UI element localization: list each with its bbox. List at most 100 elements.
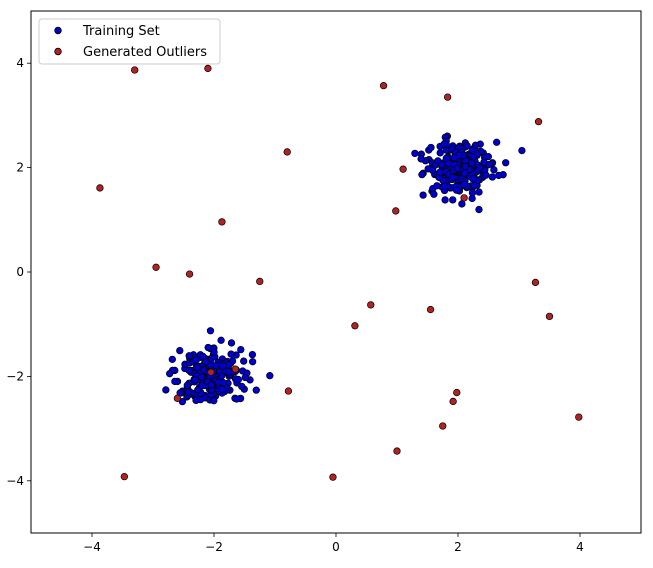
outlier-point [207, 368, 215, 376]
training-point [450, 154, 458, 162]
training-point [225, 361, 233, 369]
training-point [238, 382, 246, 391]
training-point [502, 159, 510, 167]
outlier-point [173, 394, 182, 402]
outlier-point [453, 388, 461, 397]
outlier-point [449, 397, 457, 406]
x-tick-label: −2 [205, 540, 223, 554]
training-point [468, 189, 477, 197]
legend-label-generated-outliers: Generated Outliers [83, 45, 207, 60]
training-point [197, 373, 206, 381]
training-point [475, 205, 483, 214]
training-point [227, 339, 236, 347]
training-point [184, 388, 192, 396]
training-point [476, 163, 484, 172]
outlier-point [575, 413, 583, 421]
training-point [176, 346, 184, 355]
training-point [424, 165, 432, 173]
training-point [193, 363, 201, 372]
training-point [440, 140, 448, 148]
training-point [411, 149, 419, 158]
training-point [248, 350, 257, 359]
outlier-point [231, 365, 240, 373]
training-point [218, 362, 227, 370]
training-point [493, 138, 501, 146]
training-point [266, 372, 274, 380]
outlier-point [367, 301, 375, 309]
x-tick-label: 0 [332, 540, 340, 554]
training-point [470, 181, 478, 190]
outlier-point [351, 322, 359, 330]
training-point [178, 398, 187, 406]
training-point [433, 182, 441, 190]
training-point [185, 366, 193, 375]
training-point [234, 375, 242, 384]
training-point [237, 345, 245, 354]
training-point [437, 161, 446, 169]
training-point [192, 356, 200, 364]
training-point [198, 382, 206, 390]
training-point [468, 146, 476, 154]
training-point [485, 160, 493, 169]
training-point [248, 358, 257, 366]
legend-marker-training-set [54, 26, 62, 35]
training-point [166, 370, 174, 378]
training-point [518, 146, 526, 155]
outlier-point [96, 184, 104, 192]
training-point [418, 170, 426, 179]
training-point [469, 175, 477, 183]
training-point [210, 348, 218, 356]
training-point [430, 190, 438, 198]
outlier-point [284, 387, 293, 395]
legend-marker-generated-outliers [54, 47, 62, 56]
x-tick-label: 4 [576, 540, 584, 554]
training-point [204, 343, 212, 352]
training-point [207, 381, 215, 389]
outlier-point [439, 422, 447, 430]
outlier-point [460, 194, 468, 202]
plot-area-frame [30, 10, 642, 534]
training-point [252, 386, 260, 394]
y-tick-label: −2 [6, 369, 24, 383]
legend-label-training-set: Training Set [82, 24, 160, 39]
axis-ticks: −4 −2 0 2 4 −4 −2 0 2 4 [6, 56, 584, 554]
training-point [495, 171, 503, 180]
training-point [217, 372, 226, 380]
y-tick-label: 0 [16, 265, 24, 279]
training-point [168, 355, 176, 363]
training-point [442, 154, 451, 162]
training-point [417, 155, 425, 163]
training-point [210, 397, 218, 405]
training-point [463, 141, 471, 150]
training-point [490, 166, 498, 174]
training-point [199, 352, 207, 361]
training-point [206, 327, 215, 335]
training-point [196, 395, 205, 404]
training-point [458, 200, 466, 208]
outlier-point [426, 305, 435, 314]
training-point [427, 143, 435, 152]
outlier-point [392, 207, 400, 215]
y-tick-label: 2 [16, 161, 24, 175]
outlier-point [399, 165, 407, 173]
training-point [224, 368, 233, 376]
training-point [460, 180, 468, 188]
outlier-point [329, 473, 337, 481]
training-point [453, 164, 461, 172]
x-tick-label: 2 [454, 540, 462, 554]
training-point [183, 381, 191, 389]
x-tick-label: −4 [83, 540, 101, 554]
training-point [240, 357, 248, 365]
outlier-point [204, 64, 212, 73]
legend: Training Set Generated Outliers [38, 18, 221, 65]
outlier-point [152, 263, 160, 271]
training-point [202, 358, 210, 366]
training-point [191, 376, 199, 384]
outlier-point [393, 447, 401, 455]
training-point [440, 182, 449, 191]
training-point [217, 336, 225, 344]
outlier-point [545, 312, 554, 321]
training-point [233, 395, 241, 403]
training-point [461, 162, 469, 170]
